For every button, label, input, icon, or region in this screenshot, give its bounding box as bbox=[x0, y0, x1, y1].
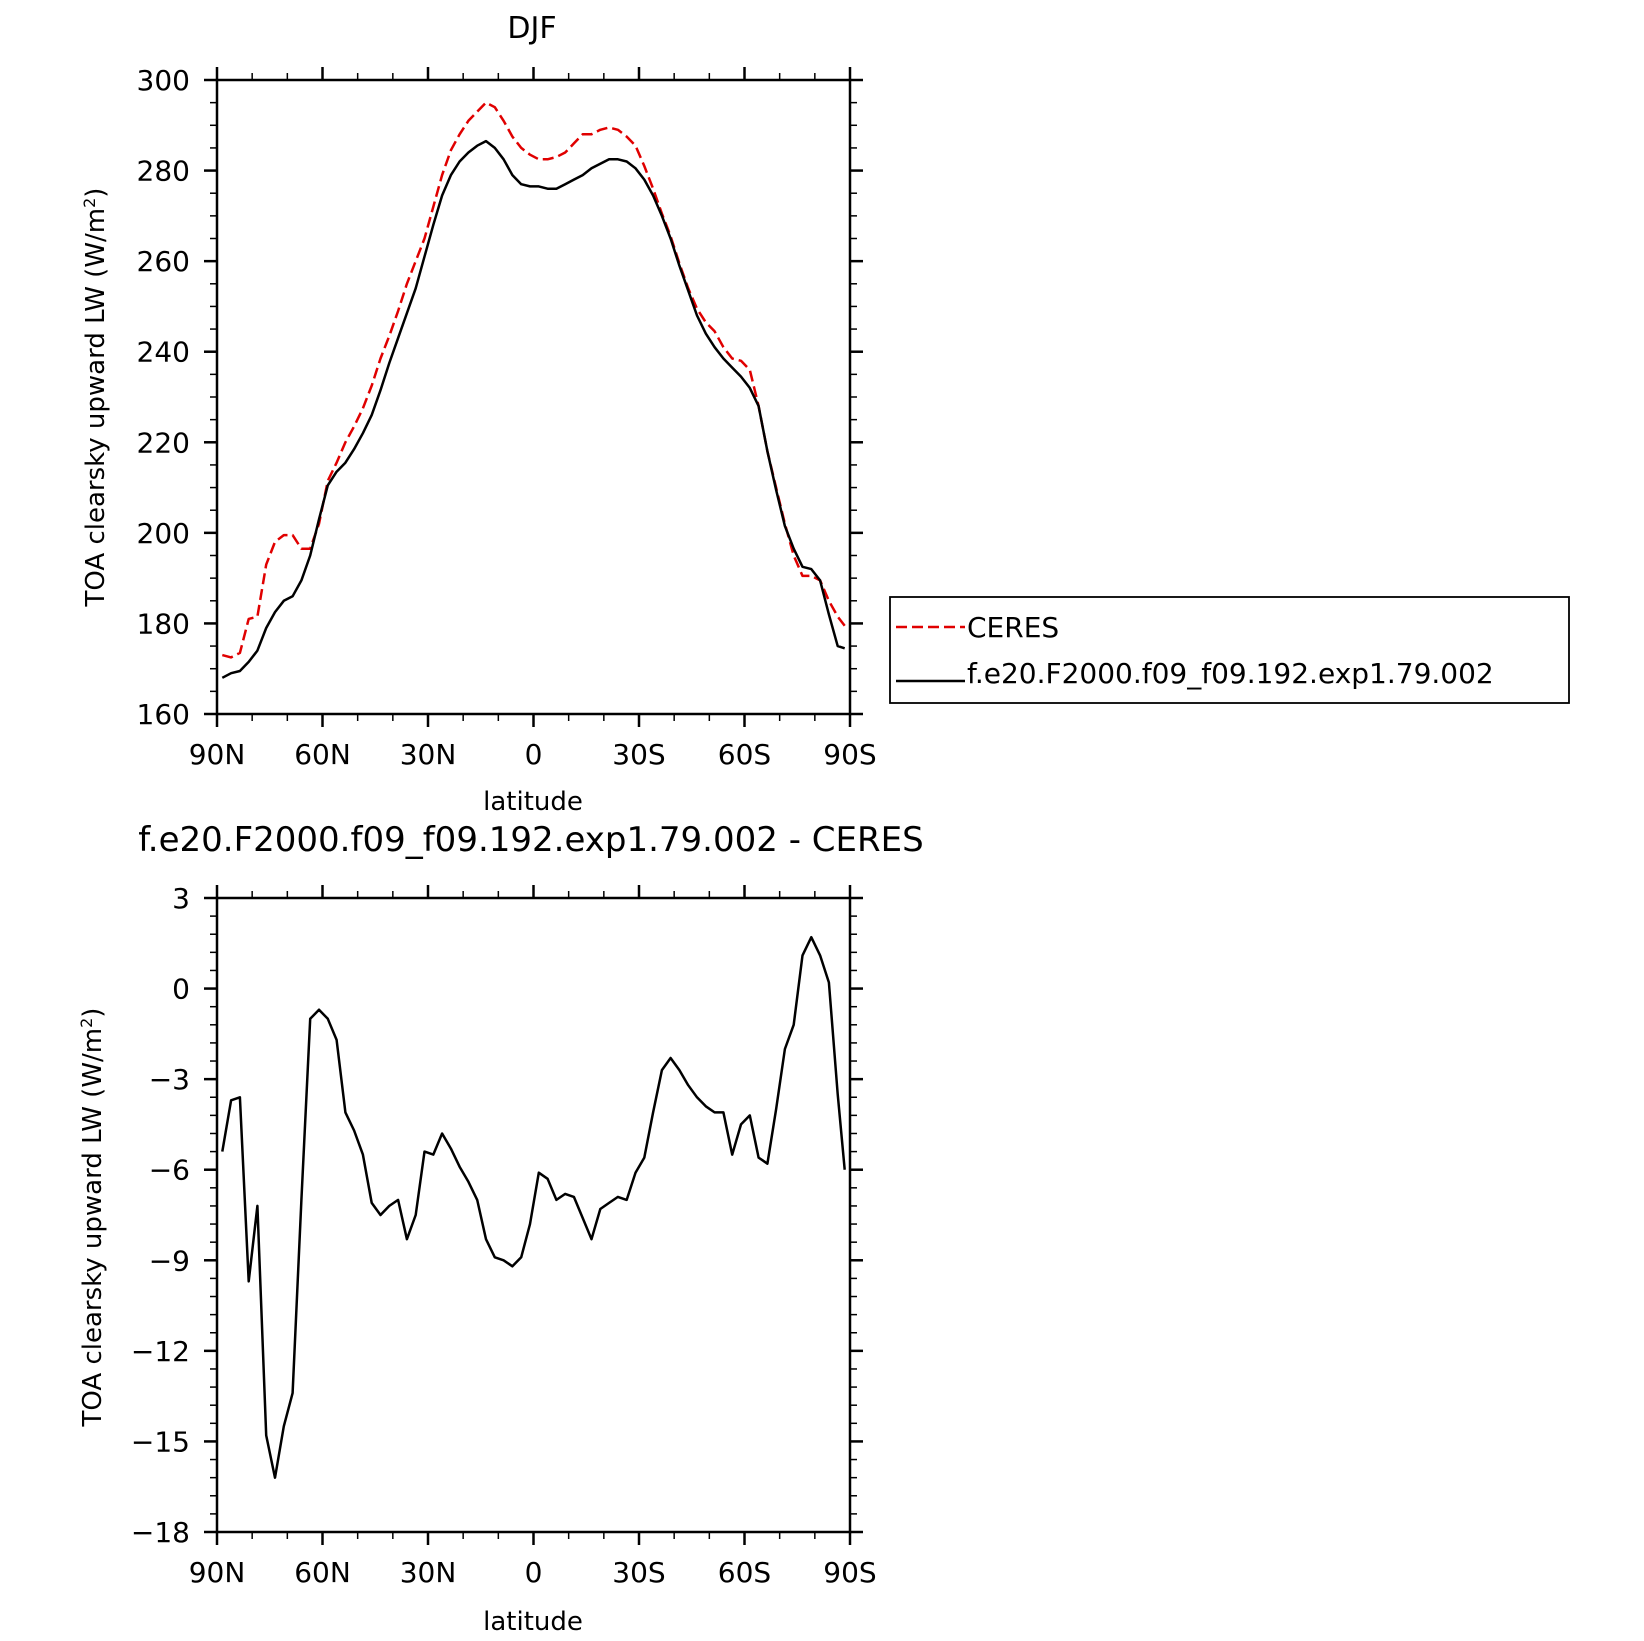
y-tick-label: −9 bbox=[149, 1244, 190, 1277]
x-tick-label: 0 bbox=[525, 1556, 543, 1589]
axis-ticks bbox=[204, 67, 863, 727]
x-tick-label: 60N bbox=[294, 1556, 351, 1589]
y-axis-label: TOA clearsky upward LW (W/m2) bbox=[80, 188, 112, 608]
y-tick-label: 180 bbox=[137, 607, 190, 640]
difference-series-line bbox=[221, 935, 846, 1479]
y-tick-label: 3 bbox=[172, 882, 190, 915]
y-tick-label: 0 bbox=[172, 973, 190, 1006]
y-tick-label: 240 bbox=[137, 336, 190, 369]
y-tick-label: −12 bbox=[131, 1335, 190, 1368]
y-tick-label: 280 bbox=[137, 155, 190, 188]
y-tick-label: −18 bbox=[131, 1516, 190, 1549]
x-tick-label: 90S bbox=[823, 1556, 876, 1589]
climatology-panel: DJF 90N 60N 30N 0 30S 60S 90S 300 280 260 240 220 2… bbox=[80, 11, 877, 817]
y-tick-label: −15 bbox=[131, 1425, 190, 1458]
y-tick-label: −3 bbox=[149, 1063, 190, 1096]
legend: CERES f.e20.F2000.f09_f09.192.exp1.79.00… bbox=[889, 596, 1570, 704]
x-tick-label: 90N bbox=[189, 738, 246, 771]
y-axis-label: TOA clearsky upward LW (W/m2) bbox=[77, 1008, 109, 1428]
y-tick-label: 220 bbox=[137, 426, 190, 459]
x-tick-label: 0 bbox=[525, 738, 543, 771]
panel-title: DJF bbox=[507, 11, 556, 46]
x-tick-label: 60S bbox=[718, 738, 771, 771]
y-tick-label: 300 bbox=[137, 64, 190, 97]
x-tick-label: 60N bbox=[294, 738, 351, 771]
x-tick-label: 90S bbox=[823, 738, 876, 771]
axis-ticks bbox=[204, 885, 863, 1545]
difference-panel: f.e20.F2000.f09_f09.192.exp1.79.002 - CE… bbox=[77, 820, 924, 1637]
x-tick-label: 90N bbox=[189, 1556, 246, 1589]
x-tick-labels: 90N 60N 30N 0 30S 60S 90S bbox=[189, 1556, 877, 1589]
legend-box bbox=[889, 596, 1570, 704]
data-series-group bbox=[221, 935, 846, 1479]
x-tick-labels: 90N 60N 30N 0 30S 60S 90S bbox=[189, 738, 877, 771]
y-tick-labels: 3 0 −3 −6 −9 −12 −15 −18 bbox=[131, 882, 190, 1549]
x-tick-label: 60S bbox=[718, 1556, 771, 1589]
x-tick-label: 30S bbox=[612, 1556, 665, 1589]
x-tick-label: 30S bbox=[612, 738, 665, 771]
x-axis-label: latitude bbox=[483, 1607, 583, 1637]
legend-label-ceres: CERES bbox=[967, 611, 1059, 644]
model-series-line bbox=[221, 139, 846, 679]
y-tick-label: 260 bbox=[137, 245, 190, 278]
x-axis-label: latitude bbox=[483, 787, 583, 817]
x-tick-label: 30N bbox=[400, 738, 457, 771]
y-tick-label: 160 bbox=[137, 698, 190, 731]
panel-title: f.e20.F2000.f09_f09.192.exp1.79.002 - CE… bbox=[138, 820, 923, 860]
x-tick-label: 30N bbox=[400, 1556, 457, 1589]
legend-label-model: f.e20.F2000.f09_f09.192.exp1.79.002 bbox=[967, 657, 1494, 690]
plot-frame bbox=[215, 896, 852, 1534]
y-tick-labels: 300 280 260 240 220 200 180 160 bbox=[137, 64, 190, 731]
y-tick-label: −6 bbox=[149, 1154, 190, 1187]
y-tick-label: 200 bbox=[137, 517, 190, 550]
data-series-group bbox=[221, 101, 846, 679]
